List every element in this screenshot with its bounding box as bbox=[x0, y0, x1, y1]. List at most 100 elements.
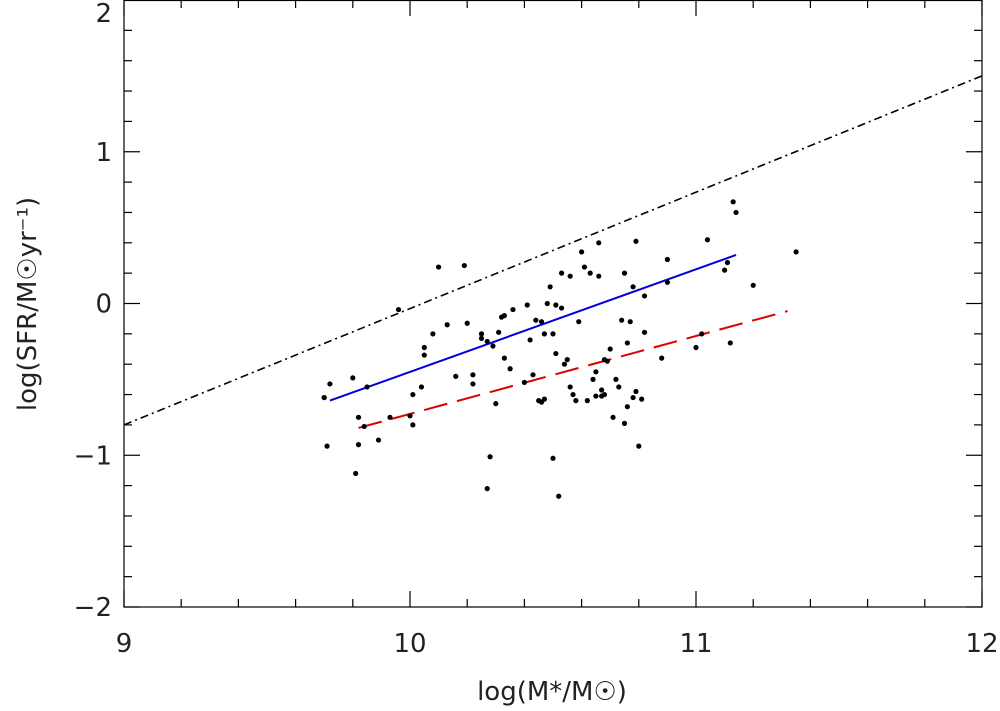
data-point bbox=[353, 470, 359, 477]
data-point bbox=[478, 335, 485, 342]
x-axis-title: log(M*/M☉) bbox=[477, 677, 627, 707]
axis-ticks bbox=[123, 0, 983, 608]
plot-border bbox=[123, 0, 983, 608]
data-point bbox=[327, 381, 333, 387]
data-point bbox=[573, 398, 579, 404]
data-point bbox=[470, 381, 476, 387]
data-point bbox=[610, 414, 616, 420]
data-point bbox=[613, 376, 619, 382]
data-point bbox=[501, 313, 507, 319]
data-point bbox=[639, 396, 645, 402]
data-point bbox=[464, 320, 470, 326]
y-tick-label: 0 bbox=[95, 290, 112, 320]
data-point bbox=[355, 414, 362, 420]
data-point bbox=[484, 486, 490, 492]
data-point bbox=[607, 346, 613, 352]
data-point bbox=[496, 329, 502, 335]
data-point bbox=[579, 249, 585, 255]
data-point bbox=[350, 375, 356, 381]
data-point bbox=[530, 372, 536, 378]
data-point bbox=[584, 398, 590, 404]
data-point bbox=[659, 355, 665, 361]
data-point bbox=[484, 338, 490, 345]
data-point bbox=[547, 284, 553, 290]
data-point bbox=[793, 249, 799, 255]
x-tick-label: 9 bbox=[116, 629, 133, 659]
series-lines bbox=[124, 75, 982, 429]
data-point bbox=[355, 442, 362, 448]
data-point bbox=[430, 331, 436, 337]
data-point bbox=[633, 388, 639, 395]
data-point bbox=[693, 344, 699, 351]
data-point bbox=[633, 238, 639, 244]
data-point bbox=[558, 270, 565, 276]
data-point bbox=[570, 391, 576, 398]
data-point bbox=[664, 279, 671, 285]
data-point bbox=[627, 319, 633, 325]
data-point bbox=[619, 317, 625, 323]
data-point bbox=[510, 306, 516, 313]
data-point bbox=[501, 355, 507, 361]
data-point bbox=[567, 384, 573, 390]
x-tick-label: 11 bbox=[679, 629, 712, 659]
y-axis-title: log(SFR/M☉yr⁻¹) bbox=[13, 197, 43, 411]
data-point bbox=[395, 306, 402, 313]
data-point bbox=[493, 401, 499, 407]
reference-line-dash-dot bbox=[124, 75, 982, 426]
data-point bbox=[576, 319, 582, 325]
data-point bbox=[621, 270, 628, 276]
data-point bbox=[561, 361, 568, 367]
data-point bbox=[604, 358, 610, 364]
data-point bbox=[564, 357, 570, 363]
data-point bbox=[567, 273, 573, 279]
data-point bbox=[487, 454, 493, 460]
data-point bbox=[558, 305, 565, 311]
data-point bbox=[641, 293, 648, 299]
scatter-points bbox=[321, 199, 799, 499]
data-point bbox=[550, 455, 556, 461]
data-point bbox=[733, 209, 739, 216]
data-point bbox=[593, 393, 599, 399]
data-point bbox=[421, 352, 427, 358]
data-point bbox=[533, 317, 539, 323]
data-point bbox=[596, 273, 602, 279]
data-point bbox=[664, 256, 671, 263]
data-point bbox=[421, 344, 427, 351]
data-point bbox=[724, 259, 731, 266]
data-point bbox=[581, 264, 588, 270]
data-point bbox=[616, 384, 622, 390]
data-point bbox=[410, 391, 416, 398]
data-point bbox=[364, 384, 370, 390]
data-point bbox=[524, 302, 530, 308]
data-point bbox=[590, 376, 596, 382]
data-point bbox=[490, 343, 496, 349]
data-point bbox=[601, 391, 608, 398]
y-tick-label: −1 bbox=[74, 441, 112, 471]
data-point bbox=[550, 331, 556, 337]
y-tick-label: 2 bbox=[95, 0, 112, 29]
data-point bbox=[556, 493, 562, 499]
data-point bbox=[375, 437, 382, 443]
data-point bbox=[387, 414, 393, 420]
data-point bbox=[727, 340, 733, 346]
data-point bbox=[641, 329, 648, 335]
data-point bbox=[596, 240, 602, 246]
data-point bbox=[593, 369, 599, 375]
data-point bbox=[624, 340, 630, 346]
x-tick-label: 10 bbox=[393, 629, 426, 659]
data-point bbox=[599, 387, 605, 393]
data-point bbox=[544, 300, 550, 307]
data-point bbox=[538, 319, 545, 325]
data-point bbox=[507, 366, 513, 372]
data-point bbox=[621, 420, 628, 426]
data-point bbox=[636, 443, 642, 449]
data-point bbox=[436, 264, 442, 270]
data-point bbox=[630, 394, 636, 401]
data-point bbox=[521, 379, 528, 386]
data-point bbox=[444, 322, 450, 328]
data-point bbox=[630, 284, 636, 290]
data-point bbox=[478, 331, 485, 337]
fit-line-dashed bbox=[358, 310, 788, 429]
data-point bbox=[699, 331, 705, 337]
